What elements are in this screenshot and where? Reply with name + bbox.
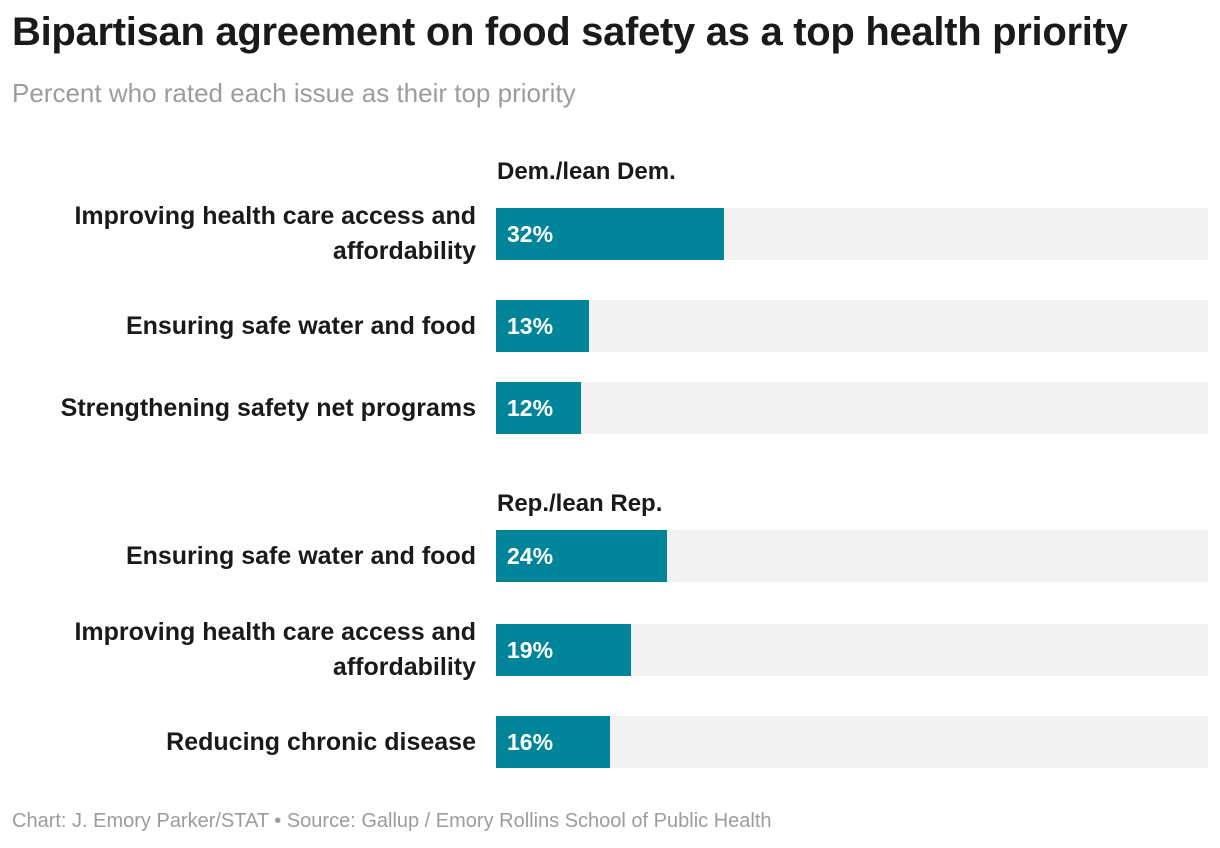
chart-footer: Chart: J. Emory Parker/STAT • Source: Ga… — [12, 810, 772, 832]
bar-track: 32% — [496, 208, 1208, 260]
category-label: Improving health care access and afforda… — [74, 618, 476, 681]
bar-track: 16% — [496, 716, 1208, 768]
bar — [496, 300, 589, 352]
category-label: Reducing chronic disease — [166, 727, 476, 756]
bar — [496, 530, 667, 582]
bar — [496, 716, 610, 768]
bar-track: 12% — [496, 382, 1208, 434]
bar-value-label: 24% — [507, 543, 554, 569]
bar-value-label: 13% — [507, 313, 554, 339]
bar-value-label: 32% — [507, 221, 554, 247]
category-label: Strengthening safety net programs — [60, 393, 476, 422]
bar-track: 13% — [496, 300, 1208, 352]
bar-value-label: 19% — [507, 637, 554, 663]
category-label: Ensuring safe water and food — [125, 311, 476, 340]
bar-value-label: 16% — [507, 729, 554, 755]
group-label: Rep./lean Rep. — [497, 490, 663, 517]
chart-subtitle: Percent who rated each issue as their to… — [12, 78, 576, 108]
bar — [496, 208, 724, 260]
category-label: Improving health care access and afforda… — [74, 202, 476, 265]
bar-value-label: 12% — [507, 395, 554, 421]
bar — [496, 382, 582, 434]
group-label: Dem./lean Dem. — [497, 158, 676, 185]
category-label: Ensuring safe water and food — [125, 541, 476, 570]
bar — [496, 624, 632, 676]
bar-track: 24% — [496, 530, 1208, 582]
bar-track: 19% — [496, 624, 1208, 676]
chart-title: Bipartisan agreement on food safety as a… — [12, 10, 1128, 54]
